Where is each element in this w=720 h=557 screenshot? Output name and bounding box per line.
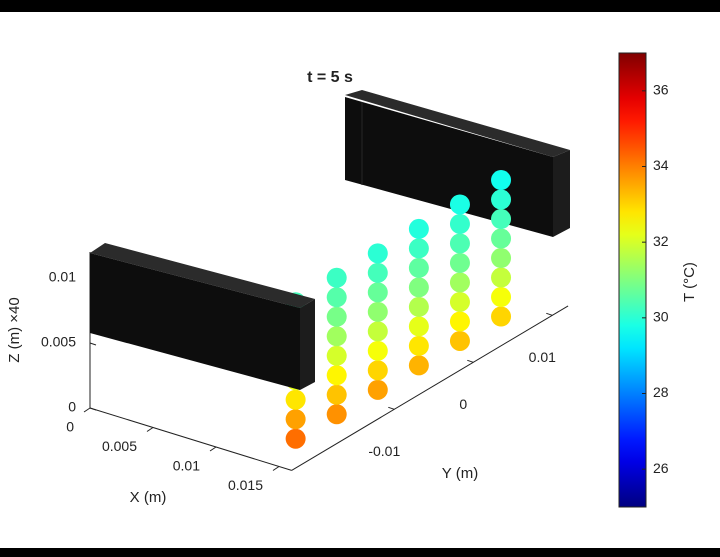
colorbar-tick-label: 32 <box>653 233 669 249</box>
point <box>449 272 470 293</box>
colorbar-label: T (°C) <box>681 262 698 302</box>
point <box>326 306 347 327</box>
point <box>491 267 512 288</box>
z-tick-label: 0.01 <box>49 269 76 285</box>
x-tick-label: 0 <box>66 419 74 435</box>
axes: 0 0.005 0.01 0.015 -0.01 0 0.01 0 0.005 0.01 <box>41 252 569 493</box>
colorbar-tick-label: 26 <box>653 460 669 476</box>
point <box>408 277 429 298</box>
letterbox-top <box>0 0 720 12</box>
point <box>449 194 470 215</box>
y-tick <box>546 312 553 316</box>
point <box>326 404 347 425</box>
x-tick-label: 0.01 <box>173 458 200 474</box>
point <box>491 287 512 308</box>
point <box>326 345 347 366</box>
point <box>367 282 388 303</box>
y-axis <box>291 305 569 471</box>
point <box>449 213 470 234</box>
x-tick-label: 0.005 <box>102 438 137 454</box>
point <box>285 389 306 410</box>
y-tick-label: 0.01 <box>529 349 556 365</box>
point <box>326 287 347 308</box>
letterbox-bottom <box>0 548 720 557</box>
point <box>367 340 388 361</box>
z-tick-label: 0 <box>68 399 76 415</box>
colorbar-tick-label: 28 <box>653 384 669 400</box>
point <box>408 355 429 376</box>
y-tick-label: 0 <box>459 396 467 412</box>
colorbar-tick-label: 36 <box>653 82 669 98</box>
point <box>285 428 306 449</box>
point <box>408 238 429 259</box>
colorbar: 26 28 30 32 34 36 <box>618 52 669 508</box>
point <box>491 209 512 230</box>
z-tick <box>89 407 97 411</box>
point <box>408 296 429 317</box>
point <box>491 228 512 249</box>
x-tick <box>83 407 91 413</box>
point <box>367 321 388 342</box>
point <box>326 267 347 288</box>
point <box>408 316 429 337</box>
point <box>326 384 347 405</box>
point <box>408 335 429 356</box>
point <box>326 365 347 386</box>
point <box>449 291 470 312</box>
point <box>367 262 388 283</box>
point <box>367 301 388 322</box>
point <box>367 360 388 381</box>
point <box>449 311 470 332</box>
x-axis-label: X (m) <box>130 489 167 506</box>
point <box>449 330 470 351</box>
point <box>326 326 347 347</box>
point <box>449 233 470 254</box>
point <box>449 252 470 273</box>
z-tick <box>89 342 97 346</box>
left-wall <box>90 243 315 390</box>
z-tick-label: 0.005 <box>41 334 76 350</box>
point <box>491 170 512 191</box>
point <box>408 218 429 239</box>
point <box>285 409 306 430</box>
x-tick <box>146 427 154 432</box>
point <box>491 306 512 327</box>
point <box>408 257 429 278</box>
y-tick-label: -0.01 <box>368 443 400 459</box>
point <box>491 189 512 210</box>
x-tick <box>209 446 217 452</box>
colorbar-tick-label: 34 <box>653 157 669 173</box>
chart-title: t = 5 s <box>307 69 353 86</box>
x-tick-label: 0.015 <box>228 477 263 493</box>
colorbar-tick-label: 30 <box>653 309 669 325</box>
z-axis-label: Z (m) ×40 <box>6 297 23 362</box>
x-tick <box>272 466 280 471</box>
point <box>367 243 388 264</box>
point <box>491 248 512 269</box>
y-axis-label: Y (m) <box>442 465 478 482</box>
y-tick <box>388 406 395 410</box>
x-axis <box>89 407 292 471</box>
y-tick <box>467 359 474 363</box>
colorbar-scale <box>618 52 647 508</box>
point <box>367 379 388 400</box>
